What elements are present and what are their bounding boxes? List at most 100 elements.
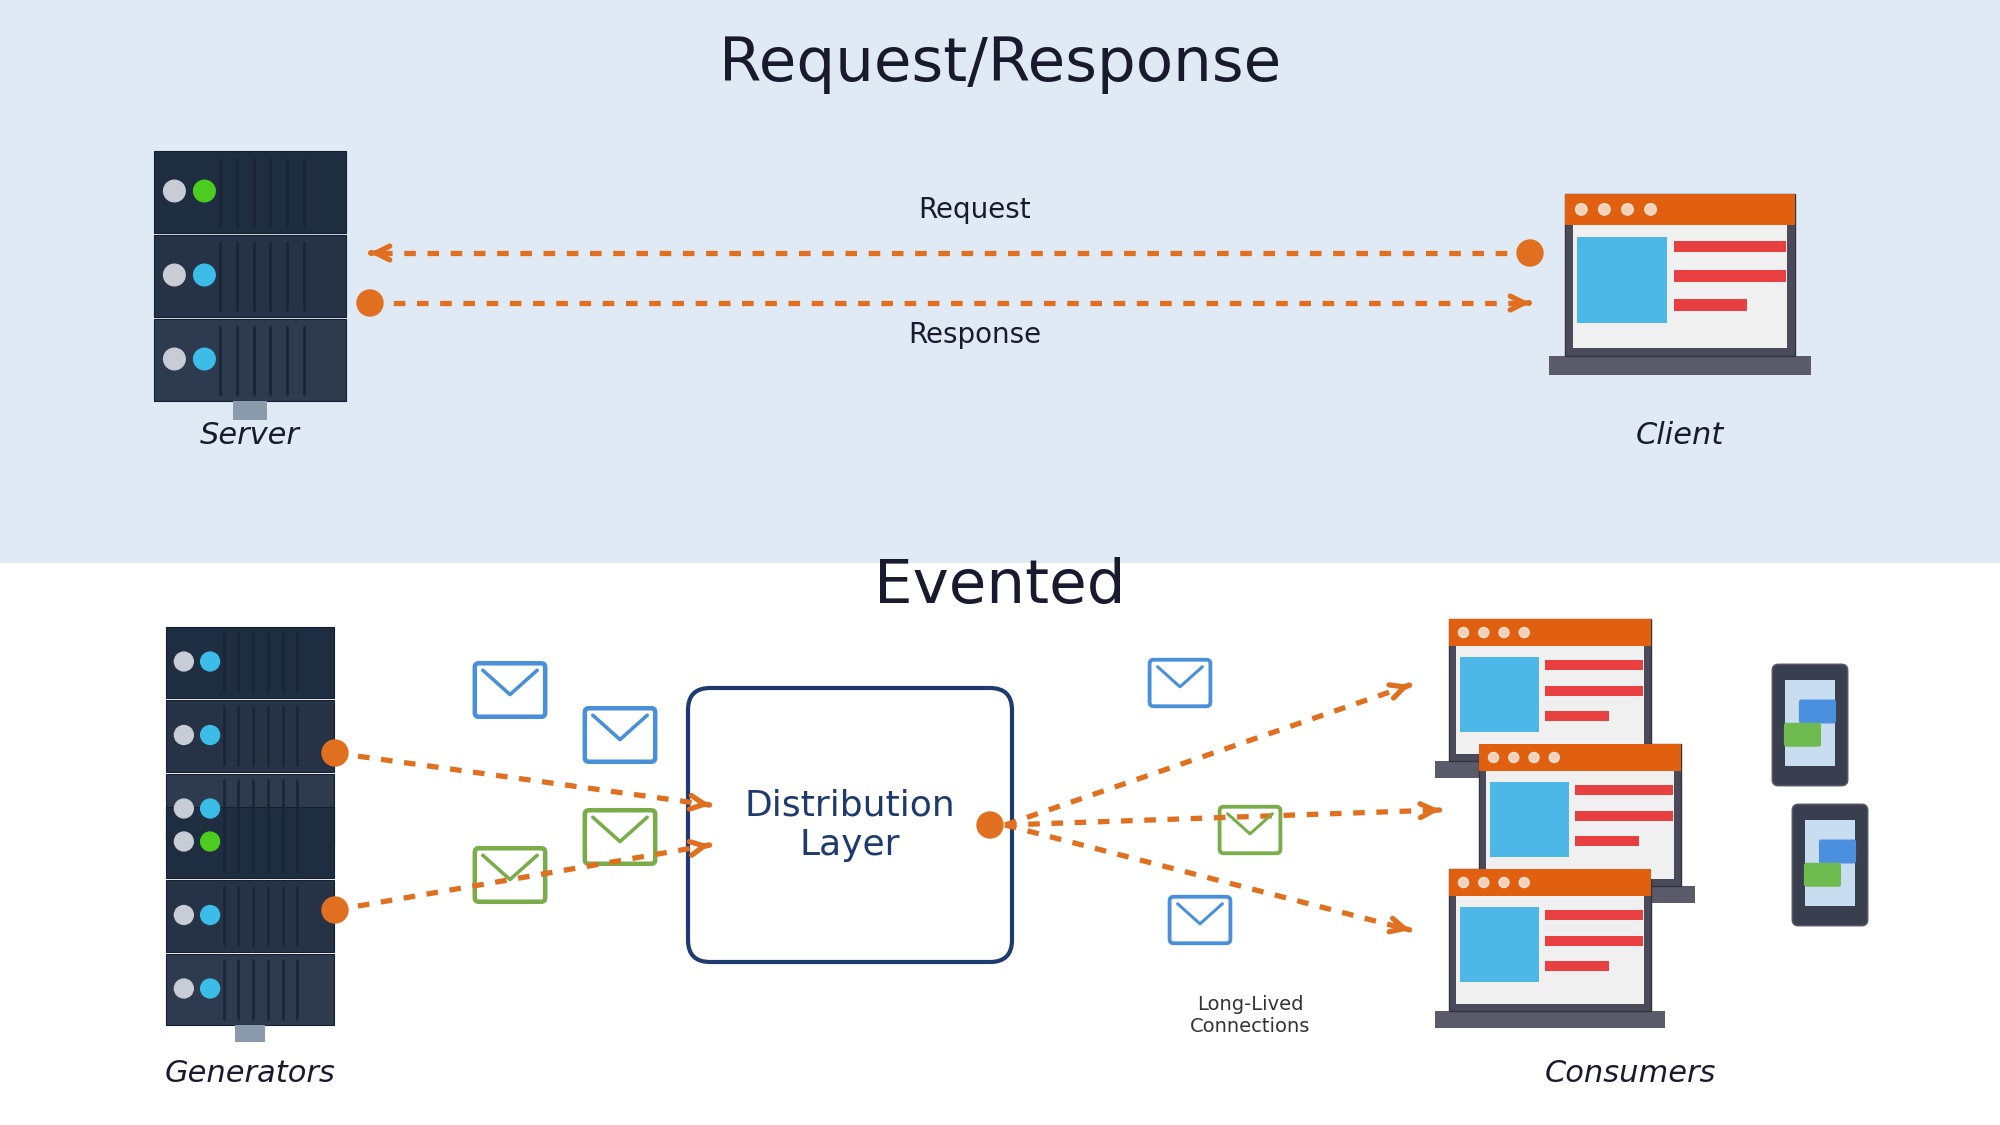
FancyBboxPatch shape — [1548, 357, 1812, 376]
FancyBboxPatch shape — [1786, 680, 1834, 766]
Circle shape — [1458, 628, 1468, 638]
Circle shape — [194, 349, 216, 370]
Circle shape — [174, 832, 194, 850]
FancyBboxPatch shape — [1784, 722, 1822, 747]
FancyBboxPatch shape — [154, 152, 346, 233]
FancyBboxPatch shape — [474, 848, 546, 902]
FancyBboxPatch shape — [166, 881, 334, 952]
Text: Server: Server — [200, 421, 300, 450]
Circle shape — [1520, 878, 1530, 888]
Circle shape — [164, 180, 186, 201]
FancyBboxPatch shape — [1806, 820, 1854, 906]
Circle shape — [1550, 753, 1560, 763]
Circle shape — [1488, 753, 1498, 763]
FancyBboxPatch shape — [1448, 868, 1652, 897]
Text: Request: Request — [918, 196, 1032, 224]
FancyBboxPatch shape — [1578, 237, 1668, 323]
Circle shape — [174, 906, 194, 925]
FancyBboxPatch shape — [1220, 807, 1280, 853]
Circle shape — [200, 799, 220, 818]
FancyBboxPatch shape — [1478, 744, 1682, 886]
FancyBboxPatch shape — [166, 627, 334, 699]
Circle shape — [1520, 628, 1530, 638]
Circle shape — [1498, 878, 1510, 888]
FancyBboxPatch shape — [1546, 685, 1642, 695]
FancyBboxPatch shape — [1576, 836, 1638, 846]
FancyBboxPatch shape — [1674, 299, 1746, 310]
FancyBboxPatch shape — [688, 688, 1012, 962]
FancyBboxPatch shape — [1150, 659, 1210, 706]
Text: Generators: Generators — [164, 1059, 336, 1088]
Circle shape — [1598, 204, 1610, 215]
FancyBboxPatch shape — [1772, 665, 1848, 785]
Circle shape — [1622, 204, 1634, 215]
FancyBboxPatch shape — [1792, 804, 1868, 926]
Circle shape — [356, 290, 384, 316]
FancyBboxPatch shape — [166, 954, 334, 1025]
Circle shape — [200, 906, 220, 925]
Circle shape — [1576, 204, 1588, 215]
FancyBboxPatch shape — [1576, 811, 1672, 821]
FancyBboxPatch shape — [1490, 782, 1568, 857]
FancyBboxPatch shape — [584, 709, 656, 762]
Circle shape — [1528, 753, 1540, 763]
FancyBboxPatch shape — [1818, 839, 1856, 864]
FancyBboxPatch shape — [1464, 886, 1696, 903]
Text: Consumers: Consumers — [1544, 1059, 1716, 1088]
Circle shape — [174, 979, 194, 998]
FancyBboxPatch shape — [1436, 1011, 1664, 1028]
FancyBboxPatch shape — [1436, 762, 1664, 777]
FancyBboxPatch shape — [1456, 646, 1644, 754]
Circle shape — [1458, 878, 1468, 888]
Circle shape — [1498, 628, 1510, 638]
Text: Request/Response: Request/Response — [718, 36, 1282, 94]
Text: Long-Lived
Connections: Long-Lived Connections — [1190, 994, 1310, 1035]
Circle shape — [1644, 204, 1656, 215]
FancyBboxPatch shape — [1804, 863, 1842, 886]
FancyBboxPatch shape — [234, 400, 266, 421]
FancyBboxPatch shape — [1674, 270, 1786, 281]
Circle shape — [322, 897, 348, 922]
Circle shape — [174, 652, 194, 670]
FancyBboxPatch shape — [1460, 657, 1538, 732]
Circle shape — [1478, 628, 1488, 638]
FancyBboxPatch shape — [1456, 897, 1644, 1004]
Circle shape — [164, 264, 186, 286]
FancyBboxPatch shape — [1170, 897, 1230, 943]
Circle shape — [1478, 878, 1488, 888]
Circle shape — [194, 264, 216, 286]
FancyBboxPatch shape — [1546, 711, 1608, 721]
Text: Client: Client — [1636, 421, 1724, 450]
Circle shape — [200, 652, 220, 670]
FancyBboxPatch shape — [1546, 936, 1642, 946]
FancyBboxPatch shape — [1460, 907, 1538, 982]
Text: Response: Response — [908, 321, 1042, 349]
Circle shape — [976, 812, 1004, 838]
FancyBboxPatch shape — [1564, 193, 1796, 357]
Circle shape — [174, 726, 194, 745]
Circle shape — [1508, 753, 1518, 763]
FancyBboxPatch shape — [1798, 700, 1836, 723]
FancyBboxPatch shape — [1546, 910, 1642, 920]
Circle shape — [200, 979, 220, 998]
Circle shape — [200, 726, 220, 745]
Polygon shape — [0, 562, 2000, 1125]
Circle shape — [1518, 240, 1544, 266]
Circle shape — [322, 740, 348, 766]
Circle shape — [194, 180, 216, 201]
FancyBboxPatch shape — [166, 774, 334, 845]
FancyBboxPatch shape — [1486, 772, 1674, 879]
Circle shape — [164, 349, 186, 370]
FancyBboxPatch shape — [154, 235, 346, 317]
FancyBboxPatch shape — [1674, 241, 1786, 252]
Polygon shape — [0, 0, 2000, 562]
FancyBboxPatch shape — [1576, 785, 1672, 795]
Circle shape — [174, 799, 194, 818]
FancyBboxPatch shape — [236, 845, 264, 862]
Text: Evented: Evented — [874, 558, 1126, 616]
FancyBboxPatch shape — [166, 701, 334, 772]
Circle shape — [200, 832, 220, 850]
FancyBboxPatch shape — [1448, 619, 1652, 762]
FancyBboxPatch shape — [1448, 868, 1652, 1011]
FancyBboxPatch shape — [474, 664, 546, 717]
